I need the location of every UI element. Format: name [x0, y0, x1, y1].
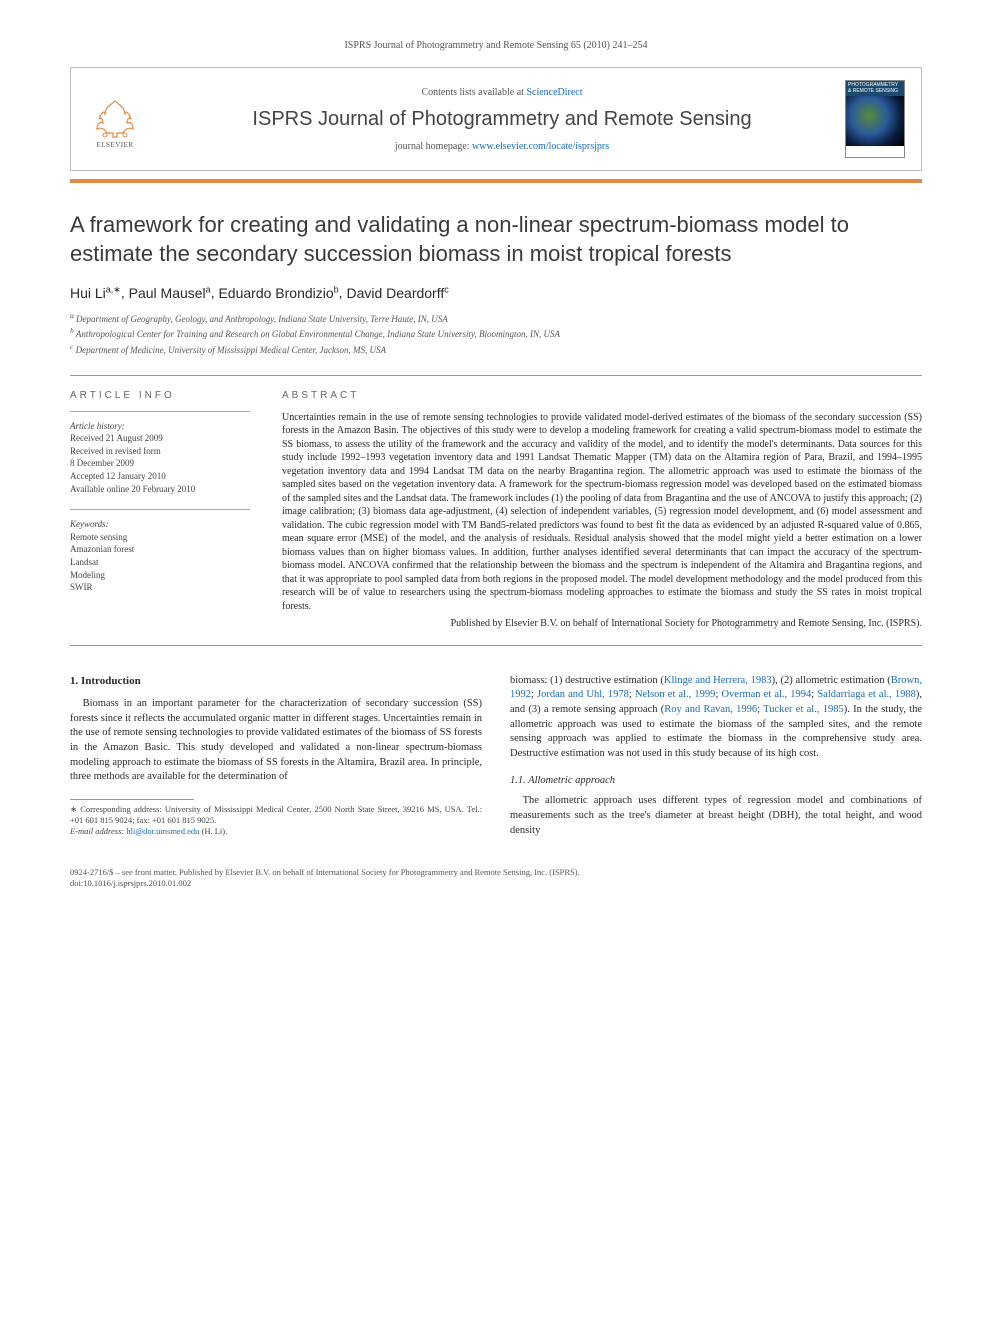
citation-link[interactable]: Nelson et al., 1999 — [635, 689, 716, 700]
info-abstract-row: ARTICLE INFO Article history: Received 2… — [70, 376, 922, 645]
info-divider — [70, 509, 250, 510]
abstract-heading: ABSTRACT — [282, 390, 922, 401]
info-divider — [70, 411, 250, 412]
elsevier-tree-icon — [91, 97, 139, 139]
corr-marker: ∗ — [70, 804, 77, 814]
author: Eduardo Brondiziob — [218, 285, 338, 301]
corresponding-footnote: ∗ Corresponding address: University of M… — [70, 804, 482, 837]
keyword: Landsat — [70, 556, 250, 569]
journal-name: ISPRS Journal of Photogrammetry and Remo… — [159, 108, 845, 131]
affiliation: c Department of Medicine, University of … — [70, 342, 922, 357]
citation-link[interactable]: Saldarriaga et al., 1988 — [817, 689, 916, 700]
body-para: biomass: (1) destructive estimation (Kli… — [510, 674, 922, 762]
author: Paul Mausela — [129, 285, 211, 301]
orange-divider-bar — [70, 179, 922, 183]
body-para: The allometric approach uses different t… — [510, 794, 922, 838]
homepage-line: journal homepage: www.elsevier.com/locat… — [159, 141, 845, 152]
citation-link[interactable]: Overman et al., 1994 — [721, 689, 811, 700]
keyword: Modeling — [70, 569, 250, 582]
journal-header-box: ELSEVIER Contents lists available at Sci… — [70, 67, 922, 171]
cover-earth-graphic — [846, 96, 904, 146]
history-item: 8 December 2009 — [70, 457, 250, 470]
keyword: Remote sensing — [70, 531, 250, 544]
abstract-text: Uncertainties remain in the use of remot… — [282, 411, 922, 631]
corr-address: Corresponding address: University of Mis… — [70, 804, 482, 825]
imprint-line-1: 0924-2716/$ – see front matter. Publishe… — [70, 867, 922, 878]
history-label: Article history: — [70, 420, 250, 433]
author-list: Hui Lia,∗, Paul Mausela, Eduardo Brondiz… — [70, 284, 922, 301]
citation-link[interactable]: Klinge and Herrera, 1983 — [664, 675, 772, 686]
running-header: ISPRS Journal of Photogrammetry and Remo… — [70, 40, 922, 51]
article-info-heading: ARTICLE INFO — [70, 390, 250, 401]
elsevier-label: ELSEVIER — [96, 141, 133, 149]
footnote-separator — [70, 799, 194, 800]
journal-cover-thumb: PHOTOGRAMMETRY & REMOTE SENSING — [845, 80, 905, 158]
body-col-left: 1. Introduction Biomass in an important … — [70, 674, 482, 847]
divider — [70, 645, 922, 646]
keyword: SWIR — [70, 581, 250, 594]
citation-link[interactable]: Roy and Ravan, 1996 — [664, 704, 757, 715]
article-title: A framework for creating and validating … — [70, 211, 922, 268]
abstract-copyright: Published by Elsevier B.V. on behalf of … — [282, 617, 922, 631]
contents-prefix: Contents lists available at — [421, 87, 526, 98]
affiliation: b Anthropological Center for Training an… — [70, 326, 922, 341]
section-1-1-heading: 1.1. Allometric approach — [510, 774, 922, 789]
sciencedirect-link[interactable]: ScienceDirect — [526, 87, 582, 98]
email-link[interactable]: hli@dor.umsmed.edu — [126, 826, 199, 836]
header-center: Contents lists available at ScienceDirec… — [159, 87, 845, 152]
citation-link[interactable]: Tucker et al., 1985 — [763, 704, 844, 715]
affiliation: a Department of Geography, Geology, and … — [70, 311, 922, 326]
body-columns: 1. Introduction Biomass in an important … — [70, 674, 922, 847]
affiliations: a Department of Geography, Geology, and … — [70, 311, 922, 357]
section-1-heading: 1. Introduction — [70, 674, 482, 689]
keywords-label: Keywords: — [70, 518, 250, 531]
footer-imprint: 0924-2716/$ – see front matter. Publishe… — [70, 867, 922, 889]
body-col-right: biomass: (1) destructive estimation (Kli… — [510, 674, 922, 847]
author: David Deardorffc — [346, 285, 448, 301]
abstract-body: Uncertainties remain in the use of remot… — [282, 412, 922, 612]
history-item: Received 21 August 2009 — [70, 432, 250, 445]
history-item: Accepted 12 January 2010 — [70, 470, 250, 483]
email-label: E-mail address: — [70, 826, 126, 836]
email-suffix: (H. Li). — [199, 826, 227, 836]
body-para: Biomass in an important parameter for th… — [70, 697, 482, 785]
keyword: Amazonian forest — [70, 543, 250, 556]
cover-text-2: & REMOTE SENSING — [848, 89, 902, 95]
abstract-col: ABSTRACT Uncertainties remain in the use… — [282, 390, 922, 631]
history-item: Available online 20 February 2010 — [70, 483, 250, 496]
doi-line: doi:10.1016/j.isprsjprs.2010.01.002 — [70, 878, 922, 889]
contents-line: Contents lists available at ScienceDirec… — [159, 87, 845, 98]
elsevier-logo: ELSEVIER — [87, 89, 143, 149]
homepage-link[interactable]: www.elsevier.com/locate/isprsjprs — [472, 141, 609, 152]
article-info-col: ARTICLE INFO Article history: Received 2… — [70, 390, 250, 631]
citation-link[interactable]: Jordan and Uhl, 1978 — [537, 689, 629, 700]
keywords-block: Keywords: Remote sensing Amazonian fores… — [70, 518, 250, 594]
author: Hui Lia,∗ — [70, 285, 121, 301]
history-item: Received in revised form — [70, 445, 250, 458]
homepage-prefix: journal homepage: — [395, 141, 472, 152]
article-history: Article history: Received 21 August 2009… — [70, 420, 250, 496]
cover-band: PHOTOGRAMMETRY & REMOTE SENSING — [846, 81, 904, 96]
